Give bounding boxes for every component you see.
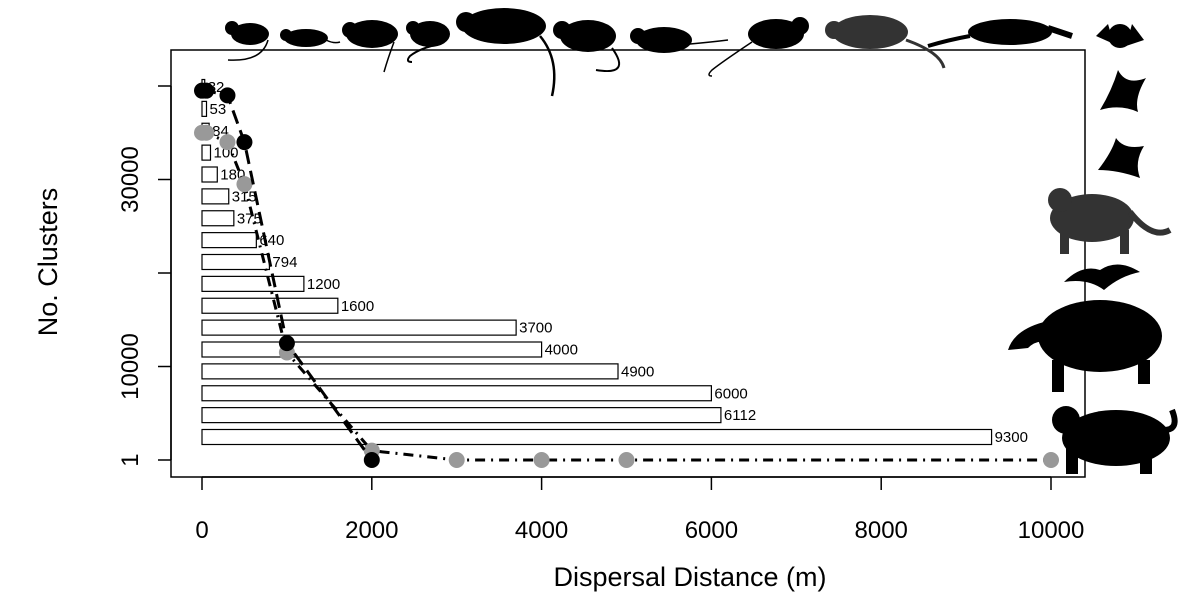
mouse-silhouette-1 <box>225 21 269 61</box>
bar <box>201 188 230 205</box>
y-tick-label: 1 <box>117 453 144 466</box>
rat-silhouette-4 <box>708 17 809 77</box>
bar-label: 794 <box>272 254 297 271</box>
bar-label: 6112 <box>724 407 756 424</box>
bar <box>201 385 712 402</box>
bar <box>201 428 993 446</box>
x-ticks: 0 2000 4000 6000 8000 10000 <box>195 477 1084 544</box>
y-axis-title: No. Clusters <box>33 188 63 337</box>
bar-label: 53 <box>209 101 226 118</box>
mouse-silhouette-2 <box>280 29 341 47</box>
series-point <box>278 335 295 352</box>
bar-label: 6000 <box>714 385 747 402</box>
bar-label: 1600 <box>341 298 374 315</box>
bat-silhouette-2 <box>1100 70 1146 112</box>
series-point <box>363 452 380 468</box>
anteater-silhouette <box>927 19 1073 48</box>
bar-label: 4000 <box>545 342 578 359</box>
series-point <box>448 452 465 468</box>
cluster-series <box>194 82 1059 468</box>
bat-silhouette-3 <box>1098 138 1144 178</box>
y-tick-label: 10000 <box>117 333 144 400</box>
x-tick-label: 4000 <box>515 517 568 544</box>
bar <box>201 297 339 314</box>
bar <box>201 341 543 358</box>
x-axis: 0 2000 4000 6000 8000 10000 Dispersal Distanc… <box>195 476 1084 592</box>
bar-label: 100 <box>213 145 238 162</box>
mouse-silhouette-3 <box>630 27 729 53</box>
series-point <box>219 87 236 104</box>
bar <box>201 275 305 292</box>
x-tick-label: 8000 <box>855 517 908 544</box>
bat-silhouette-1 <box>1096 24 1144 48</box>
series-point <box>236 176 253 193</box>
series-point <box>533 452 550 468</box>
bar <box>201 166 218 183</box>
opossum-silhouette <box>825 15 946 69</box>
bat-silhouette-4 <box>1064 264 1140 290</box>
series-point <box>618 452 635 468</box>
series-point <box>219 134 236 151</box>
tapir-silhouette <box>1008 300 1162 392</box>
squirrel-silhouette <box>406 21 450 63</box>
bar-label: 3700 <box>519 320 552 337</box>
x-tick-label: 2000 <box>345 517 398 544</box>
silhouettes-top <box>225 8 1073 97</box>
jaguar-silhouette <box>1052 406 1178 474</box>
bar-label: 9300 <box>995 429 1028 446</box>
bar <box>201 100 208 117</box>
bar <box>201 407 722 424</box>
series-point <box>1043 452 1059 468</box>
x-axis-title: Dispersal Distance (m) <box>553 562 826 592</box>
series-point <box>198 124 215 141</box>
puma-silhouette <box>1048 188 1172 254</box>
rat-silhouette-3 <box>553 20 621 72</box>
bar-label: 4900 <box>621 363 654 380</box>
bar <box>201 253 271 271</box>
silhouettes-right <box>1008 24 1178 474</box>
dispersal-bars: 9300611260004900400037001600120079464037… <box>201 78 1028 446</box>
bar-label: 1200 <box>307 276 340 293</box>
bar <box>201 210 235 227</box>
series-point <box>236 134 253 151</box>
rat-silhouette-2 <box>456 8 556 97</box>
y-ticks: 1 10000 30000 <box>117 85 171 467</box>
x-tick-label: 6000 <box>685 517 738 544</box>
series-point <box>198 82 215 99</box>
bar <box>201 363 619 380</box>
bar-label: 315 <box>232 188 257 205</box>
y-tick-label: 30000 <box>117 146 144 213</box>
bar <box>201 232 257 249</box>
x-tick-label: 0 <box>195 517 208 544</box>
x-tick-label: 10000 <box>1018 517 1085 544</box>
bar <box>201 319 517 336</box>
bar <box>201 144 212 161</box>
y-axis: 1 10000 30000 No. Clusters <box>33 85 172 467</box>
rat-silhouette-1 <box>342 20 398 73</box>
